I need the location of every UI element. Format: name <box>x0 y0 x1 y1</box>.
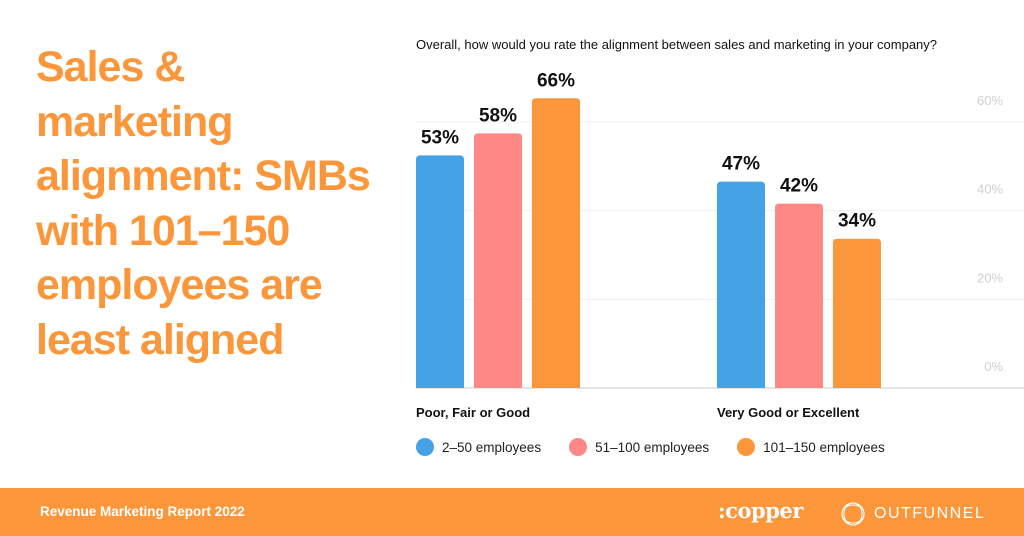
headline: Sales & marketing alignment: SMBs with 1… <box>36 43 371 364</box>
outfunnel-logo: OUTFUNNEL <box>840 501 985 527</box>
bar <box>416 155 464 388</box>
bar <box>717 181 765 388</box>
data-label: 42% <box>780 176 818 197</box>
legend-swatch <box>416 438 434 456</box>
bar <box>833 238 881 388</box>
legend-item: 101–150 employees <box>737 438 885 456</box>
y-tick-label: 0% <box>984 359 1003 374</box>
legend-item: 2–50 employees <box>416 438 541 456</box>
y-tick-label: 60% <box>977 93 1003 108</box>
y-tick-label: 40% <box>977 182 1003 197</box>
legend: 2–50 employees 51–100 employees 101–150 … <box>416 438 885 456</box>
data-label: 34% <box>838 211 876 232</box>
report-name: Revenue Marketing Report 2022 <box>40 504 245 519</box>
bar-chart: 0% 20% 40% 60% 53% 47% 58% 42% 66% 34% <box>416 70 1024 389</box>
legend-swatch <box>737 438 756 456</box>
legend-label: 101–150 employees <box>763 439 885 455</box>
copper-logo: :copper <box>718 498 803 523</box>
legend-label: 51–100 employees <box>595 439 710 455</box>
bar <box>474 133 522 388</box>
chart-title: Overall, how would you rate the alignmen… <box>416 37 938 52</box>
y-tick-label: 20% <box>977 270 1003 285</box>
bar <box>775 203 823 388</box>
legend-label: 2–50 employees <box>442 439 542 455</box>
legend-item: 51–100 employees <box>569 438 709 456</box>
data-label: 66% <box>537 70 575 91</box>
outfunnel-rings-icon <box>841 502 865 526</box>
legend-swatch <box>569 438 588 456</box>
bar <box>532 98 580 388</box>
data-label: 47% <box>722 154 760 175</box>
category-label: Very Good or Excellent <box>717 405 860 420</box>
footer: Revenue Marketing Report 2022 :copper OU… <box>0 488 1024 536</box>
data-label: 58% <box>479 105 517 126</box>
data-label: 53% <box>421 127 459 148</box>
outfunnel-wordmark: OUTFUNNEL <box>874 505 986 522</box>
category-label: Poor, Fair or Good <box>416 405 531 420</box>
